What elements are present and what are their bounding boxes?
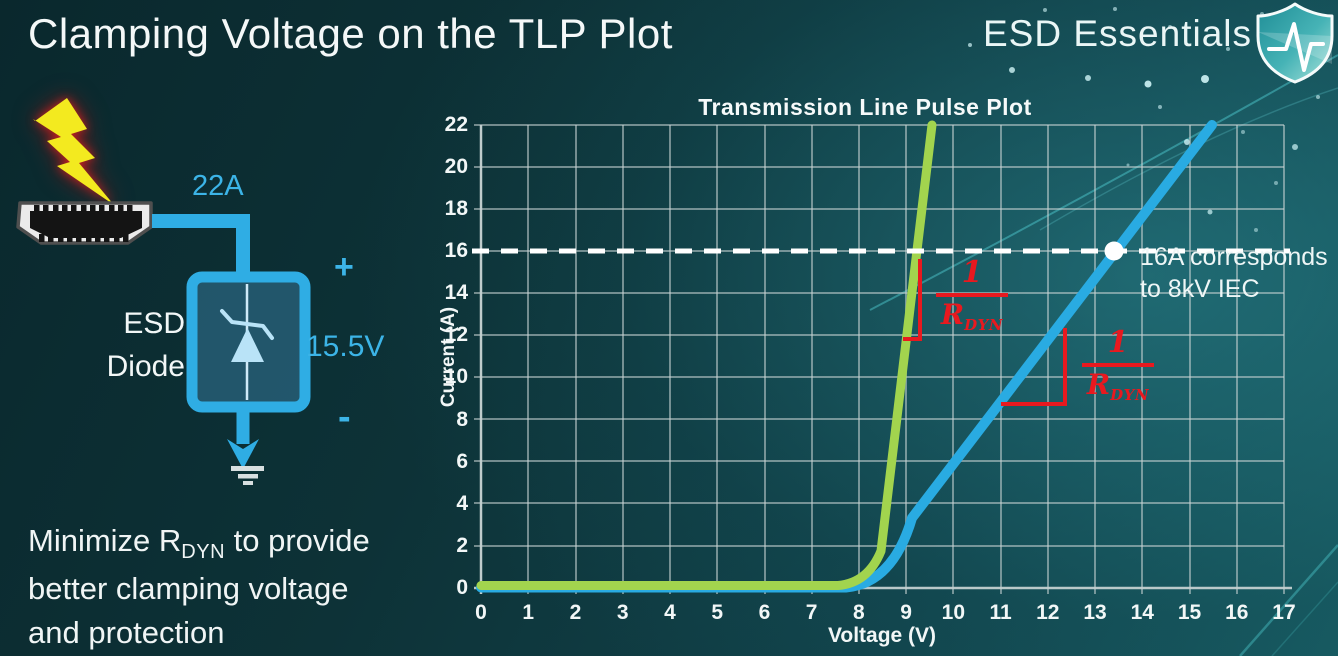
circuit-wire [152,214,250,278]
x-tick: 10 [941,601,966,624]
rdyn-base: R [1086,368,1111,401]
background-decor [869,7,1338,656]
x-tick: 3 [616,601,629,624]
y-tick: 22 [444,113,468,136]
polarity-plus-label: + [334,248,354,286]
slope-denominator: RDYN [1087,368,1149,412]
series-low-rdyn-curve [476,120,937,590]
x-tick: 1 [522,601,535,624]
x-tick: 12 [1036,601,1060,624]
x-tick: 5 [711,601,724,624]
x-tick: 0 [475,601,487,624]
y-tick: 10 [444,365,468,389]
x-tick-labels: 0 1 2 3 4 5 6 7 8 9 10 11 12 13 14 15 16… [468,601,1297,625]
x-tick: 14 [1130,601,1154,624]
slope-brackets [903,259,1067,406]
esd-diode-label: ESD Diode [85,302,185,388]
takeaway-note: Minimize RDYN to provide better clamping… [28,519,370,655]
x-tick: 16 [1225,601,1249,624]
y-tick: 8 [456,407,468,431]
chart-title: Transmission Line Pulse Plot [698,94,1032,120]
y-tick: 2 [456,533,468,557]
y-tick-labels: 22 20 18 16 14 12 10 8 6 4 2 0 [418,114,468,599]
marker-annotation: 16A corresponds to 8kV IEC [1140,241,1328,305]
brand-name: ESD Essentials [983,13,1252,54]
x-tick: 13 [1083,601,1107,624]
y-tick: 4 [456,491,468,515]
x-tick: 7 [805,601,818,624]
ground-icon [227,407,264,485]
fraction-bar [1082,363,1154,367]
note-line1-post: to provide [225,523,370,558]
marker-annotation-line1: 16A corresponds [1140,243,1328,271]
x-tick: 11 [989,601,1012,624]
rdyn-sub: DYN [964,316,1004,334]
x-tick: 17 [1272,601,1296,624]
rdyn-sub: DYN [1110,386,1150,404]
slope-denominator: RDYN [941,298,1003,342]
slope-numerator: 1 [1107,325,1129,360]
surge-current-label: 22A [192,170,244,202]
note-line1-pre: Minimize R [28,523,182,558]
hdmi-connector-icon [16,201,153,245]
x-tick: 6 [758,601,771,624]
note-line2: better clamping voltage [28,571,349,606]
x-axis-label: Voltage (V) [827,624,937,647]
y-tick: 0 [456,575,468,599]
clamping-voltage-label: 15.5V [306,330,385,363]
note-line3: and protection [28,615,225,650]
fraction-bar [936,293,1008,297]
slope-annotation-green: 1 RDYN [930,256,1014,342]
y-tick: 14 [444,281,468,305]
x-tick: 4 [664,601,676,624]
x-tick: 2 [569,601,582,624]
note-line1-sub: DYN [181,541,226,563]
y-tick: 16 [444,239,468,263]
marker-dot [1104,241,1124,261]
note-line1: Minimize RDYN to provide [28,523,370,563]
polarity-minus-label: - [338,396,351,438]
zener-diode-icon [220,309,274,362]
x-tick: 8 [853,601,865,624]
esd-diode-label-line2: Diode [106,350,185,383]
sparkle-dots [968,7,1320,232]
slope-annotation-blue: 1 RDYN [1078,326,1158,412]
lightning-icon [33,98,114,205]
shield-pulse-icon [1256,2,1334,84]
x-tick: 9 [900,601,912,624]
slope-numerator: 1 [961,255,983,290]
y-tick: 20 [444,155,468,179]
page-title: Clamping Voltage on the TLP Plot [28,10,673,57]
y-tick: 6 [456,449,468,473]
y-tick: 18 [444,197,468,221]
y-tick: 12 [444,323,468,347]
x-tick: 15 [1177,601,1202,624]
esd-diode-label-line1: ESD [123,307,185,340]
rdyn-base: R [940,298,965,331]
slope-bracket-green [903,259,922,341]
slope-bracket-blue [1001,328,1067,406]
marker-annotation-line2: to 8kV IEC [1140,275,1260,303]
esd-diode-box [186,271,311,413]
